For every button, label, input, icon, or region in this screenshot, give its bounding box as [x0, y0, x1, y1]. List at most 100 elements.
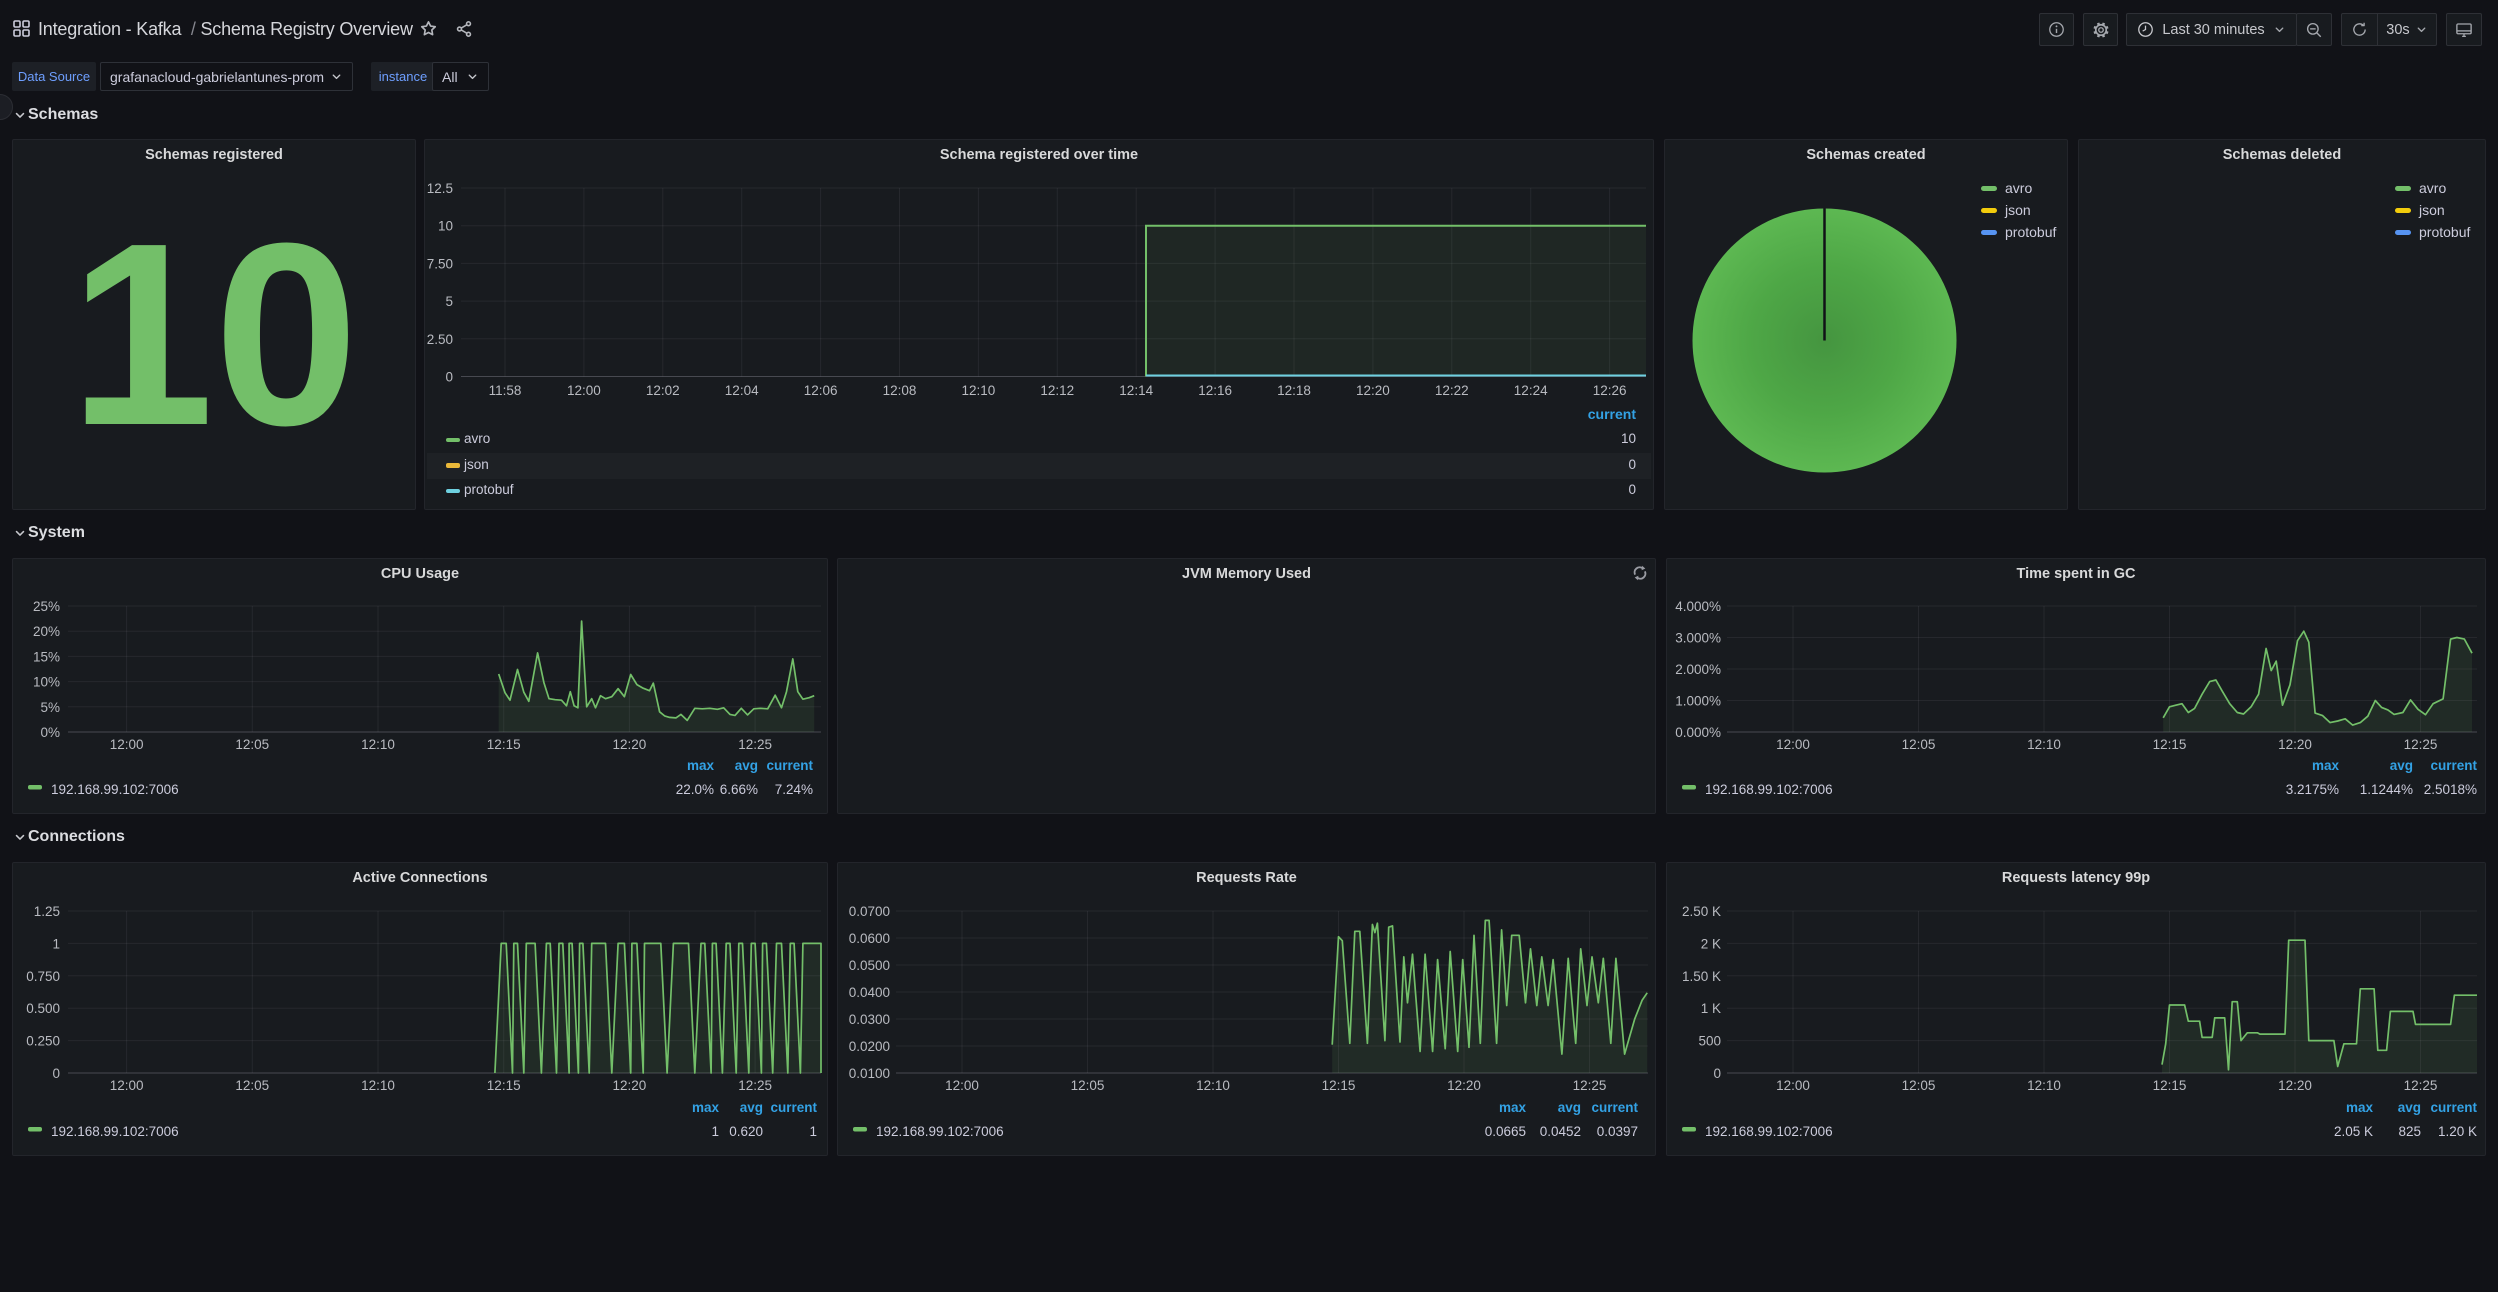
svg-text:12:10: 12:10	[1196, 1078, 1230, 1093]
svg-text:12:25: 12:25	[2404, 1078, 2438, 1093]
svg-text:12:26: 12:26	[1593, 383, 1627, 398]
svg-text:avg: avg	[735, 758, 758, 773]
svg-text:current: current	[1591, 1100, 1638, 1115]
svg-text:0.0300: 0.0300	[849, 1012, 890, 1027]
svg-text:12:05: 12:05	[1902, 737, 1936, 752]
svg-text:1 K: 1 K	[1701, 1001, 1721, 1016]
svg-text:6.66%: 6.66%	[720, 782, 758, 797]
svg-text:15%: 15%	[33, 649, 60, 664]
svg-text:192.168.99.102:7006: 192.168.99.102:7006	[1705, 1124, 1833, 1139]
svg-text:12:00: 12:00	[110, 1078, 144, 1093]
svg-text:0.0665: 0.0665	[1485, 1124, 1526, 1139]
svg-text:0.0100: 0.0100	[849, 1066, 890, 1081]
svg-text:12:15: 12:15	[2153, 1078, 2187, 1093]
svg-text:12:25: 12:25	[738, 737, 772, 752]
svg-text:12:05: 12:05	[235, 1078, 269, 1093]
svg-text:5: 5	[445, 294, 453, 309]
svg-text:0.0500: 0.0500	[849, 958, 890, 973]
svg-text:5%: 5%	[40, 700, 60, 715]
svg-text:0.000%: 0.000%	[1675, 725, 1721, 740]
svg-text:1.25: 1.25	[34, 904, 60, 919]
svg-text:max: max	[2312, 758, 2340, 773]
svg-text:1: 1	[52, 936, 60, 951]
svg-text:12:15: 12:15	[487, 1078, 521, 1093]
svg-text:12:20: 12:20	[2278, 1078, 2312, 1093]
svg-text:12:04: 12:04	[725, 383, 759, 398]
svg-text:12:20: 12:20	[2278, 737, 2312, 752]
svg-text:192.168.99.102:7006: 192.168.99.102:7006	[51, 782, 179, 797]
svg-text:10: 10	[438, 219, 453, 234]
svg-text:0.500: 0.500	[26, 1001, 60, 1016]
svg-text:1: 1	[809, 1124, 817, 1139]
svg-text:0.250: 0.250	[26, 1034, 60, 1049]
svg-text:12:25: 12:25	[738, 1078, 772, 1093]
svg-text:12:24: 12:24	[1514, 383, 1548, 398]
svg-text:2.50: 2.50	[427, 332, 453, 347]
svg-text:12:25: 12:25	[2404, 737, 2438, 752]
svg-text:12:15: 12:15	[487, 737, 521, 752]
svg-text:avg: avg	[740, 1100, 763, 1115]
svg-text:avg: avg	[2390, 758, 2413, 773]
svg-text:12:18: 12:18	[1277, 383, 1311, 398]
svg-text:1.20 K: 1.20 K	[2438, 1124, 2477, 1139]
svg-text:12:22: 12:22	[1435, 383, 1469, 398]
svg-text:12:25: 12:25	[1573, 1078, 1607, 1093]
svg-text:192.168.99.102:7006: 192.168.99.102:7006	[51, 1124, 179, 1139]
svg-text:0.0600: 0.0600	[849, 931, 890, 946]
svg-text:2.000%: 2.000%	[1675, 662, 1721, 677]
svg-text:max: max	[687, 758, 715, 773]
svg-text:current: current	[766, 758, 813, 773]
svg-text:0: 0	[1713, 1066, 1721, 1081]
svg-text:12:05: 12:05	[1071, 1078, 1105, 1093]
svg-text:12:20: 12:20	[1447, 1078, 1481, 1093]
svg-text:12:10: 12:10	[2027, 737, 2061, 752]
svg-text:0.620: 0.620	[729, 1124, 763, 1139]
svg-text:1: 1	[711, 1124, 719, 1139]
svg-text:12:02: 12:02	[646, 383, 680, 398]
svg-text:12:00: 12:00	[567, 383, 601, 398]
svg-text:22.0%: 22.0%	[676, 782, 714, 797]
svg-text:2 K: 2 K	[1701, 936, 1721, 951]
svg-text:12:20: 12:20	[613, 1078, 647, 1093]
svg-text:12:05: 12:05	[1902, 1078, 1936, 1093]
svg-text:0.0452: 0.0452	[1540, 1124, 1581, 1139]
svg-text:12:00: 12:00	[1776, 737, 1810, 752]
svg-text:12:15: 12:15	[1322, 1078, 1356, 1093]
svg-text:12:00: 12:00	[110, 737, 144, 752]
svg-text:3.000%: 3.000%	[1675, 631, 1721, 646]
svg-text:0.0200: 0.0200	[849, 1039, 890, 1054]
svg-text:max: max	[692, 1100, 720, 1115]
svg-text:current: current	[770, 1100, 817, 1115]
svg-text:3.2175%: 3.2175%	[2286, 782, 2339, 797]
svg-text:12:20: 12:20	[613, 737, 647, 752]
svg-text:192.168.99.102:7006: 192.168.99.102:7006	[1705, 782, 1833, 797]
svg-text:12:08: 12:08	[883, 383, 917, 398]
svg-text:2.5018%: 2.5018%	[2424, 782, 2477, 797]
svg-text:12:00: 12:00	[945, 1078, 979, 1093]
svg-text:1.50 K: 1.50 K	[1682, 969, 1721, 984]
svg-text:1.1244%: 1.1244%	[2360, 782, 2413, 797]
svg-text:825: 825	[2398, 1124, 2421, 1139]
svg-text:0: 0	[52, 1066, 60, 1081]
svg-text:1.000%: 1.000%	[1675, 694, 1721, 709]
svg-text:12:16: 12:16	[1198, 383, 1232, 398]
svg-text:12:10: 12:10	[962, 383, 996, 398]
svg-text:12.5: 12.5	[427, 181, 453, 196]
svg-text:0: 0	[445, 370, 453, 385]
svg-text:0.0400: 0.0400	[849, 985, 890, 1000]
svg-text:4.000%: 4.000%	[1675, 599, 1721, 614]
svg-text:max: max	[2346, 1100, 2374, 1115]
svg-text:25%: 25%	[33, 599, 60, 614]
svg-text:12:15: 12:15	[2153, 737, 2187, 752]
svg-text:0%: 0%	[40, 725, 60, 740]
svg-text:12:20: 12:20	[1356, 383, 1390, 398]
svg-text:500: 500	[1698, 1034, 1721, 1049]
svg-text:avg: avg	[1558, 1100, 1581, 1115]
svg-text:12:05: 12:05	[235, 737, 269, 752]
svg-text:2.50 K: 2.50 K	[1682, 904, 1721, 919]
svg-text:12:12: 12:12	[1040, 383, 1074, 398]
svg-text:0.0700: 0.0700	[849, 904, 890, 919]
svg-text:current: current	[2430, 758, 2477, 773]
svg-text:0.750: 0.750	[26, 969, 60, 984]
svg-text:7.24%: 7.24%	[775, 782, 813, 797]
